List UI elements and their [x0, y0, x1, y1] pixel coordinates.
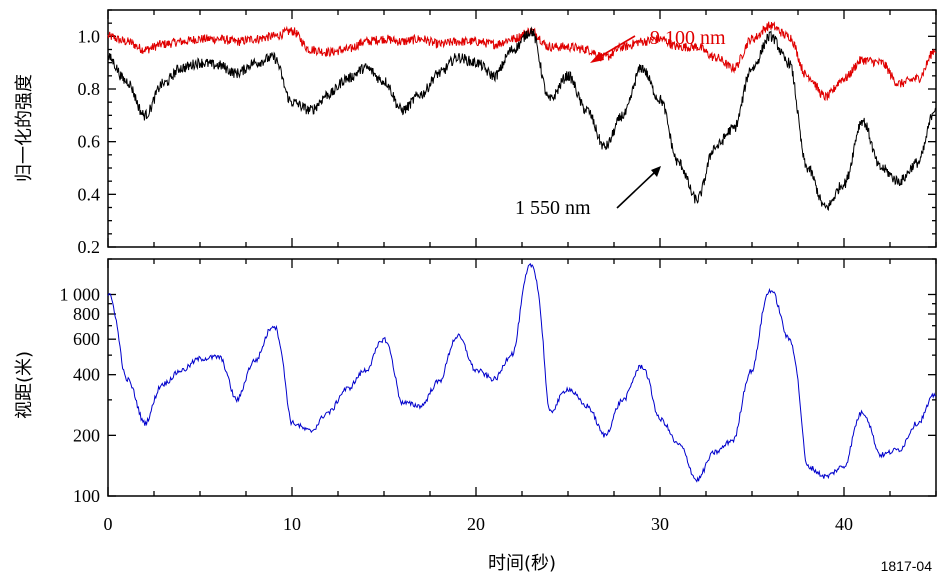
intensity-y-axis-title: 归一化的强度 [14, 74, 35, 182]
visibility-x-ticks [107, 259, 937, 496]
series-line-9100nm [107, 21, 937, 101]
y-tick-label: 0.2 [78, 237, 101, 257]
annotation-9100nm-arrowhead [590, 52, 604, 63]
intensity-series [107, 21, 937, 212]
visibility-y-axis-title: 视距(米) [14, 351, 35, 419]
annotation-1550nm-arrowhead [651, 166, 661, 177]
figure-id: 1817-04 [881, 558, 933, 574]
y-tick-label: 100 [73, 486, 100, 506]
annotation-9100nm-arrow [595, 35, 636, 60]
visibility-x-tick-labels: 0 10 20 30 40 [104, 514, 854, 534]
intensity-panel: 0.2 0.4 0.6 0.8 1.0 归一化的强度 9 100 nm 1 550 nm [14, 9, 937, 257]
x-tick-label: 40 [835, 514, 853, 534]
y-tick-label: 1 000 [60, 284, 101, 304]
intensity-x-ticks [107, 10, 937, 247]
annotation-1550nm: 1 550 nm [515, 197, 591, 219]
series-line-visibility [107, 262, 937, 483]
y-tick-label: 800 [73, 304, 100, 324]
x-tick-label: 20 [467, 514, 485, 534]
annotation-9100nm: 9 100 nm [650, 27, 726, 49]
y-tick-label: 0.8 [78, 79, 101, 99]
x-axis-title: 时间(秒) [488, 553, 556, 574]
y-tick-label: 400 [73, 365, 100, 385]
x-tick-label: 0 [104, 514, 113, 534]
intensity-y-ticks [108, 9, 936, 248]
y-tick-label: 200 [73, 425, 100, 445]
series-line-1550nm [107, 26, 937, 212]
y-tick-label: 0.6 [78, 132, 101, 152]
x-tick-label: 30 [651, 514, 669, 534]
y-tick-label: 1.0 [78, 26, 101, 46]
y-tick-label: 0.4 [78, 184, 101, 204]
annotation-1550nm-arrow [616, 171, 656, 209]
intensity-y-tick-labels: 0.2 0.4 0.6 0.8 1.0 [78, 26, 101, 257]
x-tick-label: 10 [283, 514, 301, 534]
y-tick-label: 600 [73, 329, 100, 349]
visibility-series [107, 262, 937, 483]
